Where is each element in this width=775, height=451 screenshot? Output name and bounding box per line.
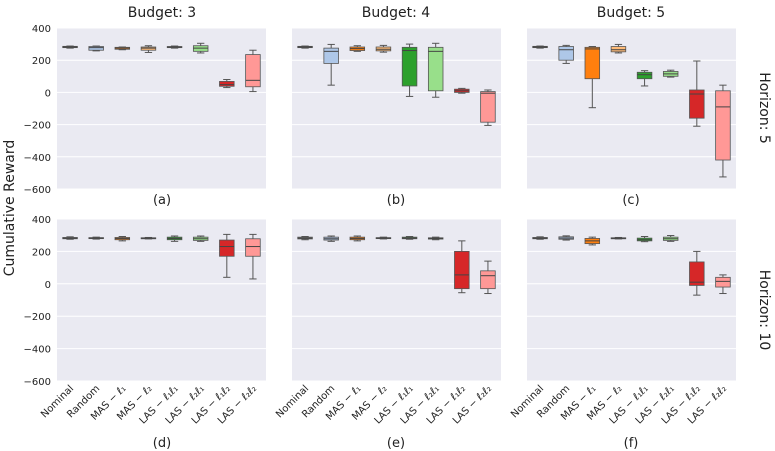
box-e-6 — [454, 250, 470, 290]
panel-label-a: (a) — [153, 193, 171, 208]
box-e-7 — [480, 270, 496, 290]
y-axis-label: Cumulative Reward — [2, 140, 18, 277]
row-title-horizon-5: Horizon: 5 — [756, 72, 772, 144]
column-title-budget-3: Budget: 3 — [128, 5, 196, 21]
panel-background-f — [527, 219, 736, 381]
box-c-7 — [715, 90, 731, 161]
y-tick-label: 0 — [45, 88, 51, 99]
panel-label-d: (d) — [153, 436, 171, 451]
box-f-7 — [715, 276, 731, 288]
panel-background-d — [57, 219, 266, 381]
y-tick-label: −400 — [24, 345, 51, 356]
panel-background-b — [292, 28, 501, 189]
panel-label-b: (b) — [387, 193, 405, 208]
y-tick-label: 0 — [45, 280, 51, 291]
box-c-6 — [689, 89, 705, 119]
y-tick-label: −200 — [24, 121, 51, 132]
y-tick-label: 400 — [32, 215, 51, 226]
y-tick-label: −400 — [24, 153, 51, 164]
box-a-7 — [245, 54, 261, 88]
box-d-7 — [245, 238, 261, 257]
box-b-1 — [323, 47, 339, 64]
box-c-3 — [610, 46, 627, 53]
y-tick-label: −600 — [24, 377, 51, 388]
box-b-5 — [427, 46, 444, 92]
panel-label-c: (c) — [622, 193, 639, 208]
panel-background-a — [57, 28, 266, 189]
y-tick-label: 400 — [32, 24, 51, 35]
panel-background-c — [527, 28, 736, 189]
panel-label-e: (e) — [387, 436, 405, 451]
y-tick-label: 200 — [32, 247, 51, 258]
panels-layer: 4002000−200−400−6004002000−200−400−600No… — [24, 24, 736, 426]
box-c-4 — [636, 71, 653, 80]
box-c-1 — [558, 46, 574, 61]
row-title-horizon-10: Horizon: 10 — [756, 270, 772, 351]
box-c-2 — [584, 46, 601, 80]
box-a-1 — [88, 46, 104, 51]
panel-label-f: (f) — [624, 436, 639, 451]
box-f-6 — [689, 261, 705, 286]
box-b-7 — [480, 91, 496, 123]
column-title-budget-5: Budget: 5 — [597, 5, 665, 21]
y-tick-label: 200 — [32, 56, 51, 67]
box-b-4 — [401, 46, 418, 87]
column-title-budget-4: Budget: 4 — [362, 5, 431, 21]
panel-background-e — [292, 219, 501, 381]
box-d-6 — [219, 239, 235, 257]
box-a-6 — [219, 81, 235, 87]
y-tick-label: −600 — [24, 185, 51, 196]
y-tick-label: −200 — [24, 312, 51, 323]
